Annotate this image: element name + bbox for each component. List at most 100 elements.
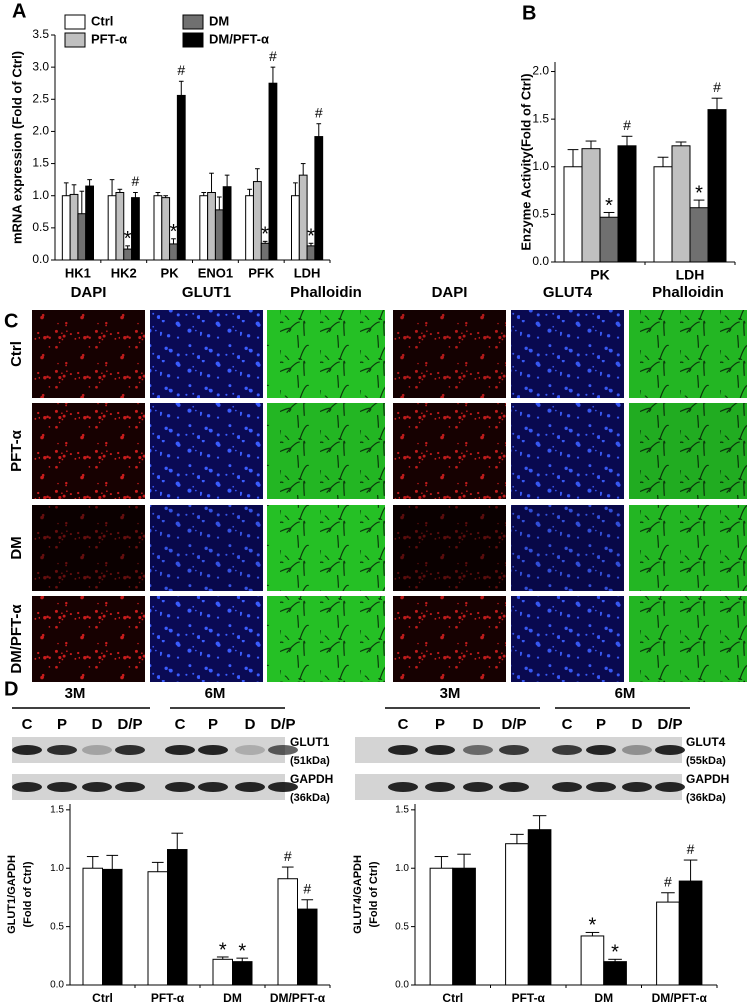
bar bbox=[85, 185, 95, 261]
significance-marker: * bbox=[261, 224, 269, 246]
y-axis-label: (Fold of Ctrl) bbox=[22, 861, 34, 927]
blot-band bbox=[425, 782, 455, 792]
bar bbox=[61, 195, 71, 261]
error-bar bbox=[657, 156, 669, 167]
error-bar bbox=[87, 179, 92, 187]
error-bar bbox=[255, 168, 260, 182]
error-bar bbox=[209, 172, 214, 193]
bar bbox=[653, 166, 673, 263]
micrograph-shade bbox=[393, 403, 506, 499]
column-label: Phalloidin bbox=[652, 284, 724, 301]
micrograph bbox=[150, 403, 263, 499]
error-bar bbox=[125, 245, 130, 250]
error-bar bbox=[683, 859, 698, 882]
blot-band bbox=[235, 745, 265, 755]
band-label: GLUT4 bbox=[686, 735, 726, 749]
blot-band bbox=[198, 782, 228, 792]
y-tick-label: 3.0 bbox=[32, 59, 49, 73]
significance-marker: * bbox=[124, 228, 132, 250]
significance-marker: * bbox=[589, 915, 597, 937]
blot-band bbox=[499, 782, 529, 792]
lane-label: C bbox=[398, 716, 409, 733]
significance-marker: # bbox=[269, 48, 277, 64]
band-size: (36kDa) bbox=[686, 792, 726, 804]
y-tick-label: 1.5 bbox=[32, 156, 49, 170]
bar bbox=[123, 248, 133, 261]
micrograph-shade bbox=[511, 310, 624, 398]
blot-band bbox=[268, 782, 298, 792]
micrograph-shade bbox=[511, 596, 624, 682]
x-tick-label: DM bbox=[223, 991, 242, 1005]
blot-band bbox=[82, 745, 112, 755]
error-bar bbox=[711, 97, 723, 110]
y-tick-label: 0.5 bbox=[50, 921, 64, 932]
significance-marker: # bbox=[664, 873, 672, 889]
error-bar bbox=[301, 899, 314, 910]
y-tick-label: 0.0 bbox=[532, 254, 549, 268]
legend-swatch bbox=[64, 32, 86, 48]
micrograph bbox=[393, 596, 506, 682]
lane-label: P bbox=[435, 716, 445, 733]
micrograph bbox=[629, 403, 747, 499]
legend-swatch bbox=[182, 14, 204, 30]
y-tick-label: 2.0 bbox=[532, 64, 549, 78]
micrograph bbox=[150, 596, 263, 682]
lane-label: P bbox=[57, 716, 67, 733]
bar bbox=[707, 109, 727, 263]
blot-band bbox=[12, 745, 42, 755]
error-bar bbox=[608, 958, 622, 962]
error-bar bbox=[216, 196, 222, 210]
bar bbox=[212, 958, 233, 986]
legend-swatch bbox=[64, 14, 86, 30]
legend-label: DM/PFT-α bbox=[209, 31, 269, 46]
bar bbox=[314, 136, 324, 261]
micrograph-shade bbox=[393, 310, 506, 398]
bar bbox=[268, 82, 278, 261]
bar bbox=[581, 148, 601, 263]
y-tick-label: 1.5 bbox=[50, 804, 64, 815]
error-bar bbox=[434, 856, 449, 869]
error-bar bbox=[155, 192, 161, 196]
significance-marker: * bbox=[695, 182, 703, 204]
blot-band bbox=[235, 782, 265, 792]
panel-letter: B bbox=[522, 2, 536, 24]
column-label: DAPI bbox=[71, 284, 107, 301]
y-tick-label: 1.5 bbox=[532, 111, 549, 125]
blot-band bbox=[268, 745, 298, 755]
error-bar bbox=[63, 182, 69, 196]
bar bbox=[563, 166, 583, 263]
y-tick-label: 1.0 bbox=[50, 863, 64, 874]
y-tick-label: 0.5 bbox=[32, 220, 49, 234]
legend-label: Ctrl bbox=[91, 13, 113, 28]
bar bbox=[252, 181, 262, 261]
bar bbox=[214, 209, 224, 261]
bar bbox=[617, 145, 637, 263]
error-bar bbox=[86, 856, 99, 869]
y-tick-label: 2.5 bbox=[32, 91, 49, 105]
panel-letter: C bbox=[4, 310, 18, 332]
blot-band bbox=[165, 782, 195, 792]
band-size: (36kDa) bbox=[290, 792, 330, 804]
bar bbox=[599, 216, 619, 263]
significance-marker: * bbox=[611, 942, 619, 964]
x-tick-label: DM/PFT-α bbox=[652, 991, 708, 1005]
x-tick-label: DM bbox=[594, 991, 613, 1005]
blot-band bbox=[622, 745, 652, 755]
legend-label: DM bbox=[209, 13, 229, 28]
blot-band bbox=[165, 745, 195, 755]
column-label: GLUT1 bbox=[182, 284, 231, 301]
y-tick-label: 0.0 bbox=[50, 980, 64, 991]
y-tick-label: 0.0 bbox=[395, 980, 409, 991]
error-bar bbox=[585, 931, 600, 936]
significance-marker: * bbox=[219, 939, 227, 961]
y-tick-label: 1.0 bbox=[532, 159, 549, 173]
error-bar bbox=[300, 163, 306, 176]
error-bar bbox=[79, 190, 85, 214]
error-bar bbox=[270, 66, 276, 84]
lane-label: P bbox=[208, 716, 218, 733]
x-tick-label: PFT-α bbox=[512, 991, 546, 1005]
significance-marker: # bbox=[132, 173, 140, 189]
error-bar bbox=[457, 853, 471, 869]
bar bbox=[656, 901, 680, 986]
